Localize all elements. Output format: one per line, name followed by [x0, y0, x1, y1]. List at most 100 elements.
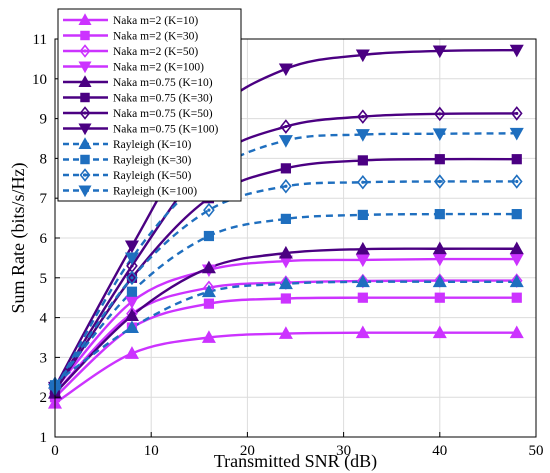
series-5-point: [280, 163, 291, 174]
series-line-1: [54, 296, 517, 399]
y-tick-label: 11: [33, 32, 47, 48]
series-6-point: [433, 106, 446, 122]
series-4-point: [355, 241, 370, 255]
y-tick-label: 1: [40, 430, 48, 446]
series-1-point: [434, 292, 445, 303]
series-0-point: [278, 326, 293, 339]
legend-marker-10-dot: [83, 173, 87, 177]
series-3-point: [432, 253, 447, 267]
series-5-point: [357, 155, 368, 166]
legend-entry-2: Naka m=2 (K=50): [113, 46, 198, 58]
series-3-point: [124, 296, 139, 309]
series-0-point: [432, 325, 447, 339]
series-1-point: [511, 292, 522, 303]
y-tick-label: 4: [40, 311, 48, 327]
series-1-point: [203, 298, 215, 309]
legend-entry-9: Rayleigh (K=30): [113, 155, 192, 167]
series-10-point: [126, 270, 138, 286]
series-8-point: [432, 274, 447, 288]
series-6-point-dot: [284, 124, 288, 129]
y-tick-label: 10: [32, 72, 47, 88]
series-6-point-dot: [515, 111, 519, 116]
series-10-point-dot: [438, 179, 442, 184]
y-tick-label: 9: [40, 112, 48, 128]
series-7-point: [124, 240, 139, 254]
legend-marker-0: [78, 13, 92, 25]
series-11-point: [278, 135, 293, 148]
x-tick-label: 0: [51, 443, 59, 459]
series-0-point: [201, 330, 216, 343]
series-10-point: [203, 202, 215, 218]
series-8-point: [355, 274, 370, 288]
series-line-0: [54, 331, 517, 405]
legend-marker-7: [78, 123, 92, 136]
series-10-point-dot: [284, 184, 288, 188]
series-6-point: [510, 106, 523, 121]
series-9-point: [511, 209, 522, 220]
legend-marker-11: [78, 185, 92, 198]
legend-marker-5: [80, 92, 90, 103]
series-4-point: [432, 241, 447, 255]
y-tick-label: 7: [40, 191, 48, 207]
legend-entry-8: Rayleigh (K=10): [113, 139, 192, 151]
series-3-point: [509, 253, 524, 267]
series-7-point: [355, 49, 370, 63]
axis-ticks: 0 10 20 30 40 50 1 2 3 4 5 6 7 8 9 10 11: [32, 32, 544, 459]
y-tick-label: 2: [40, 390, 48, 406]
y-axis-label: Sum Rate (bits/s/Hz): [8, 163, 29, 314]
legend-box: [57, 8, 242, 202]
y-tick-label: 8: [40, 151, 48, 167]
series-6-point-dot: [438, 112, 442, 116]
legend-entry-0: Naka m=2 (K=10): [113, 15, 198, 27]
legend-entry-10: Rayleigh (K=50): [113, 170, 192, 182]
legend-marker-1: [80, 30, 90, 41]
x-tick-label: 30: [336, 443, 351, 459]
legend-entry-1: Naka m=2 (K=30): [113, 31, 198, 43]
series-10-point: [280, 178, 292, 194]
series-10-point-dot: [207, 208, 211, 212]
series-9-point: [357, 209, 368, 221]
legend-marker-2: [79, 44, 91, 58]
series-4-point: [509, 241, 524, 255]
series-6-point-dot: [361, 115, 365, 119]
x-tick-label: 10: [144, 443, 159, 459]
series-6-point: [357, 109, 369, 124]
series-9-point: [280, 213, 291, 224]
series-6-point: [280, 119, 292, 134]
series-10-point-dot: [361, 180, 365, 184]
series-5-point: [511, 154, 522, 165]
legend-entry-5: Naka m=0.75 (K=30): [113, 93, 213, 105]
series-line-7: [53, 48, 517, 388]
series-9-point: [203, 230, 215, 242]
x-tick-label: 20: [240, 443, 255, 459]
series-0-point: [355, 325, 370, 339]
series-0-point: [124, 346, 139, 359]
legend-marker-6: [79, 106, 91, 120]
series-9-point: [434, 209, 445, 220]
series-8-point: [201, 284, 216, 298]
series-1-point: [280, 293, 291, 304]
series-8-point: [278, 276, 293, 290]
y-tick-label: 3: [40, 350, 48, 366]
legend-marker-10: [79, 168, 91, 182]
series-10-point: [357, 174, 369, 190]
legend: Naka m=2 (K=10) Naka m=2 (K=30) Naka m=2 (…: [57, 8, 242, 202]
legend-marker-6-dot: [83, 111, 87, 115]
series-8-point: [124, 320, 139, 333]
y-tick-label: 5: [40, 271, 48, 287]
x-tick-label: 40: [432, 443, 447, 459]
series-1-point: [357, 292, 368, 303]
series-11-point: [355, 129, 370, 142]
series-line-6: [53, 112, 517, 390]
series-10-point-dot: [130, 276, 134, 280]
series-10-point-dot: [515, 179, 519, 184]
series-11-point: [124, 252, 139, 266]
series-11-point: [509, 127, 524, 141]
x-tick-label: 50: [529, 443, 544, 459]
series-10-point: [510, 174, 523, 189]
series-8-point: [509, 274, 524, 288]
series-5-point: [434, 154, 445, 165]
series-4-point: [201, 260, 216, 274]
series-7-point: [509, 44, 524, 58]
